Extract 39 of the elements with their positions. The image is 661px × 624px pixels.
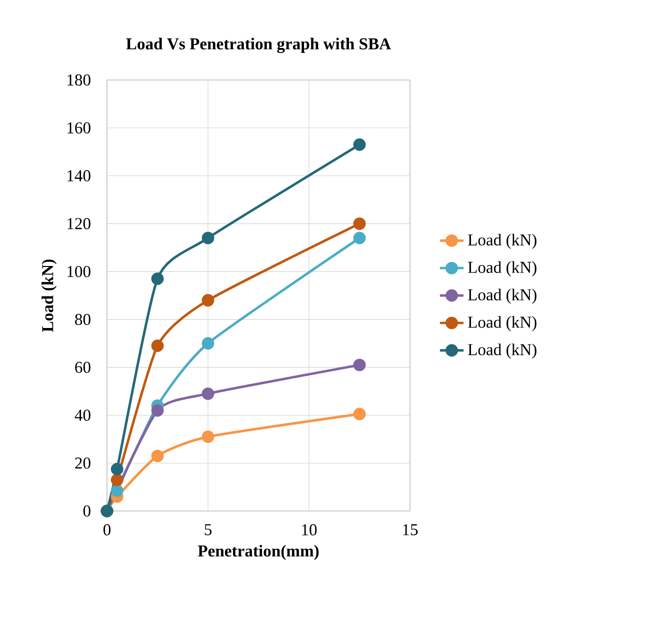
point: [202, 232, 214, 244]
x-tick-label: 10: [302, 524, 317, 536]
point: [110, 484, 124, 497]
y-tick-label: 140: [68, 170, 90, 182]
y-tick-label: 160: [68, 122, 90, 134]
point: [353, 138, 366, 151]
legend-label: Load (kN): [468, 288, 536, 304]
point: [353, 358, 366, 372]
point: [151, 404, 164, 417]
point: [110, 474, 124, 486]
y-axis-title: Load (kN): [42, 260, 57, 332]
x-axis-title: Penetration(mm): [198, 544, 319, 560]
y-tick-label: 60: [75, 362, 90, 373]
x-tick-label: 15: [403, 524, 418, 536]
point: [202, 337, 214, 350]
y-tick-label: 120: [68, 218, 90, 230]
y-tick-label: 40: [74, 410, 90, 421]
y-tick-label: 100: [68, 266, 90, 278]
point: [353, 217, 366, 230]
legend-label: Load (kN): [468, 234, 536, 249]
legend-label: Load (kN): [468, 344, 536, 359]
legend-label: Load (kN): [468, 261, 536, 276]
point: [353, 232, 366, 244]
point: [202, 430, 214, 443]
point: [353, 408, 366, 420]
y-tick-label: 0: [83, 505, 90, 517]
point: [110, 462, 124, 476]
y-tick-label: 20: [75, 458, 90, 469]
y-tick-label: 180: [68, 74, 90, 86]
point: [202, 294, 214, 307]
legend-label: Load (kN): [468, 316, 536, 332]
x-tick-label: 5: [204, 524, 212, 536]
point: [151, 272, 164, 285]
point: [151, 450, 164, 462]
point: [151, 340, 164, 352]
chart-title: Load Vs Penetration graph with SBA: [126, 38, 391, 53]
x-tick-label: 0: [103, 524, 111, 536]
y-tick-label: 80: [75, 314, 90, 326]
point: [202, 387, 214, 400]
